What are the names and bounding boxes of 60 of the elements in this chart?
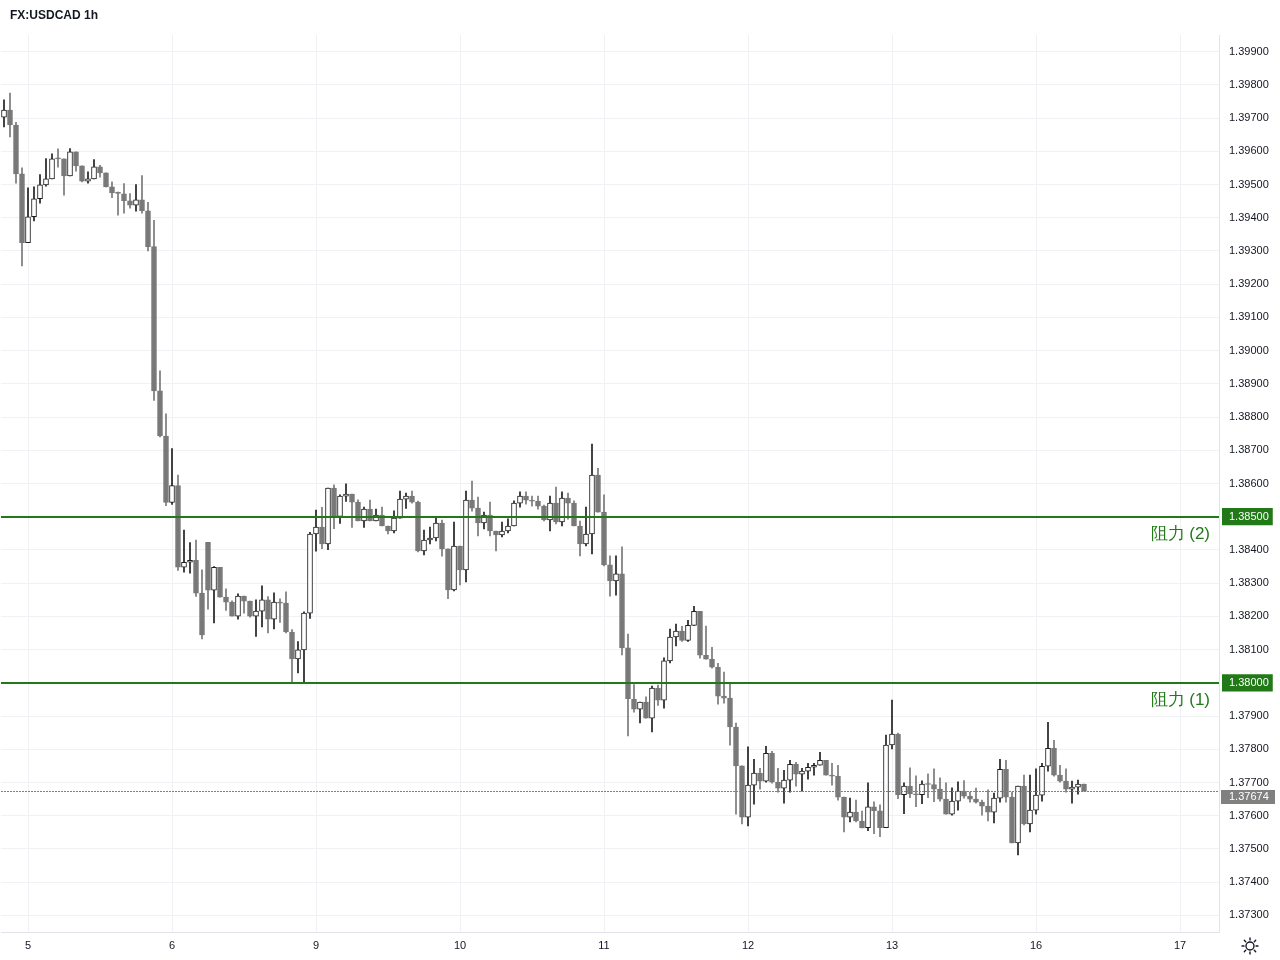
x-tick-label: 5 <box>24 938 32 951</box>
candlestick <box>181 529 187 573</box>
y-tick-label: 1.38800 <box>1229 410 1269 423</box>
candlestick <box>115 191 121 216</box>
x-tick-label: 9 <box>312 938 320 951</box>
ref-line-label: 阻力 (1) <box>1150 689 1210 709</box>
ref-line-label: 1.37674 <box>1229 790 1269 803</box>
x-tick-label: 17 <box>1173 938 1187 951</box>
y-tick-label: 1.37400 <box>1229 875 1269 888</box>
candlestick <box>277 598 283 623</box>
y-tick-label: 1.38300 <box>1229 576 1269 589</box>
y-tick-label: 1.39900 <box>1229 44 1269 57</box>
y-tick-label: 1.38900 <box>1229 376 1269 389</box>
x-tick-label: 10 <box>453 938 467 951</box>
candlestick <box>811 762 817 776</box>
x-tick-label: 11 <box>598 938 610 951</box>
candlestick <box>313 509 319 552</box>
candlestick <box>55 148 61 168</box>
y-tick-label: 1.39500 <box>1229 177 1269 190</box>
y-tick-label: 1.39400 <box>1229 210 1269 223</box>
y-tick-label: 1.38100 <box>1229 642 1269 655</box>
x-tick-label: 16 <box>1029 938 1043 951</box>
x-tick-label: 13 <box>885 938 899 951</box>
candlestick <box>890 699 894 750</box>
y-tick-label: 1.37700 <box>1229 775 1269 788</box>
x-tick-label: 6 <box>168 938 176 951</box>
y-tick-label: 1.37300 <box>1229 908 1269 921</box>
y-tick-label: 1.37800 <box>1229 742 1269 755</box>
y-tick-label: 1.37600 <box>1229 808 1269 821</box>
candlestick <box>133 184 139 212</box>
y-tick-label: 1.39700 <box>1229 111 1269 124</box>
candlestick <box>86 171 90 184</box>
candlestick <box>223 588 229 611</box>
y-tick-label: 1.38200 <box>1229 609 1269 622</box>
candlestick <box>187 542 193 574</box>
candlestick <box>529 495 535 507</box>
y-tick-label: 1.38000 <box>1229 675 1269 688</box>
ref-line-label: 阻力 (2) <box>1150 523 1210 543</box>
x-tick-label: 12 <box>741 938 755 951</box>
y-tick-label: 1.39100 <box>1229 310 1269 323</box>
candlestick <box>799 767 805 792</box>
y-tick-label: 1.39300 <box>1229 243 1269 256</box>
y-tick-label: 1.38700 <box>1229 443 1269 456</box>
y-tick-label: 1.39800 <box>1229 77 1269 90</box>
chart-title: FX:USDCAD 1h <box>10 7 99 23</box>
y-tick-label: 1.38600 <box>1229 476 1269 489</box>
candlestick <box>253 599 259 637</box>
candlestick <box>847 797 853 823</box>
y-tick-label: 1.38400 <box>1229 542 1269 555</box>
candlestick <box>871 801 877 834</box>
y-tick-label: 1.37500 <box>1229 841 1269 854</box>
candlestick <box>829 762 835 786</box>
y-tick-label: 1.37900 <box>1229 709 1269 722</box>
candlestick <box>613 555 619 596</box>
candlestick <box>703 625 709 660</box>
y-tick-label: 1.38500 <box>1229 509 1269 522</box>
candlestick <box>43 158 49 187</box>
y-tick-label: 1.39600 <box>1229 144 1269 157</box>
y-tick-label: 1.39000 <box>1229 343 1269 356</box>
y-tick-label: 1.39200 <box>1229 277 1269 290</box>
